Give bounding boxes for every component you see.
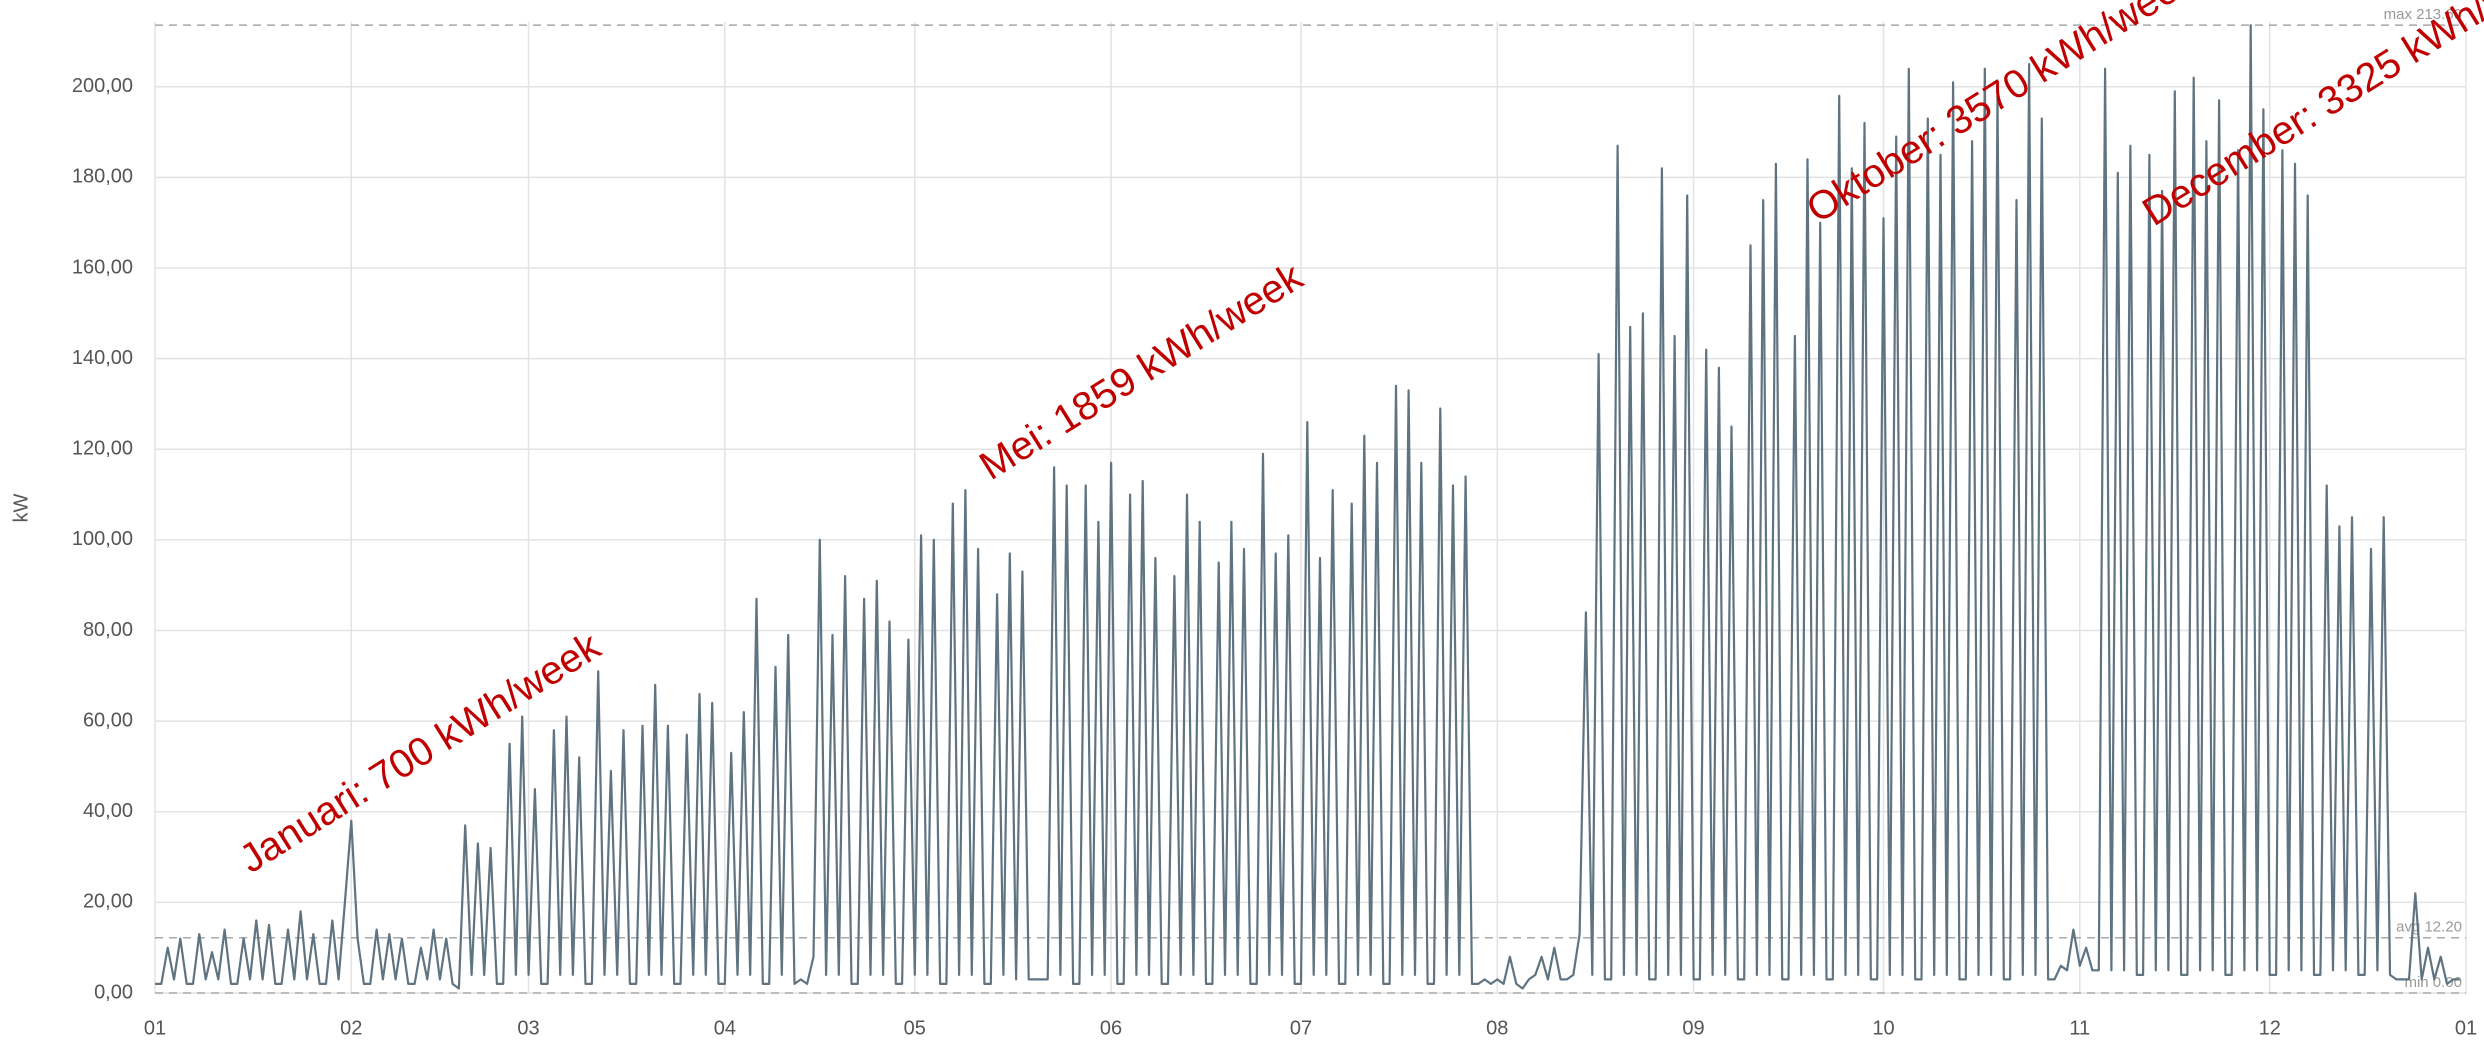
x-tick-label: 07 bbox=[1290, 1017, 1312, 1039]
y-tick-label: 80,00 bbox=[83, 619, 133, 641]
y-tick-label: 160,00 bbox=[72, 256, 133, 278]
y-tick-label: 0,00 bbox=[94, 981, 133, 1003]
x-tick-label: 01 bbox=[144, 1017, 166, 1039]
x-tick-label: 03 bbox=[517, 1017, 539, 1039]
x-tick-label: 12 bbox=[2259, 1017, 2281, 1039]
y-tick-label: 200,00 bbox=[72, 75, 133, 97]
y-tick-label: 40,00 bbox=[83, 800, 133, 822]
x-tick-label: 01 bbox=[2455, 1017, 2477, 1039]
y-tick-label: 100,00 bbox=[72, 528, 133, 550]
y-axis-label: kW bbox=[10, 493, 32, 522]
x-tick-label: 08 bbox=[1486, 1017, 1508, 1039]
reference-label: min 0.00 bbox=[2404, 974, 2462, 991]
x-tick-label: 10 bbox=[1872, 1017, 1894, 1039]
annotation: December: 3325 kWh/week bbox=[2135, 0, 2484, 235]
annotation: Mei: 1859 kWh/week bbox=[972, 254, 1311, 489]
x-tick-label: 09 bbox=[1682, 1017, 1704, 1039]
x-tick-label: 06 bbox=[1100, 1017, 1122, 1039]
y-tick-label: 180,00 bbox=[72, 166, 133, 188]
data-line bbox=[155, 24, 2460, 990]
y-tick-label: 60,00 bbox=[83, 709, 133, 731]
reference-label: avg 12.20 bbox=[2396, 919, 2462, 936]
y-tick-label: 120,00 bbox=[72, 438, 133, 460]
x-tick-label: 04 bbox=[714, 1017, 736, 1039]
reference-label: max 213.60 bbox=[2384, 6, 2462, 23]
x-tick-label: 11 bbox=[2069, 1017, 2090, 1039]
y-tick-label: 140,00 bbox=[72, 347, 133, 369]
y-tick-label: 20,00 bbox=[83, 891, 133, 913]
x-tick-label: 05 bbox=[904, 1017, 926, 1039]
x-tick-label: 02 bbox=[340, 1017, 362, 1039]
